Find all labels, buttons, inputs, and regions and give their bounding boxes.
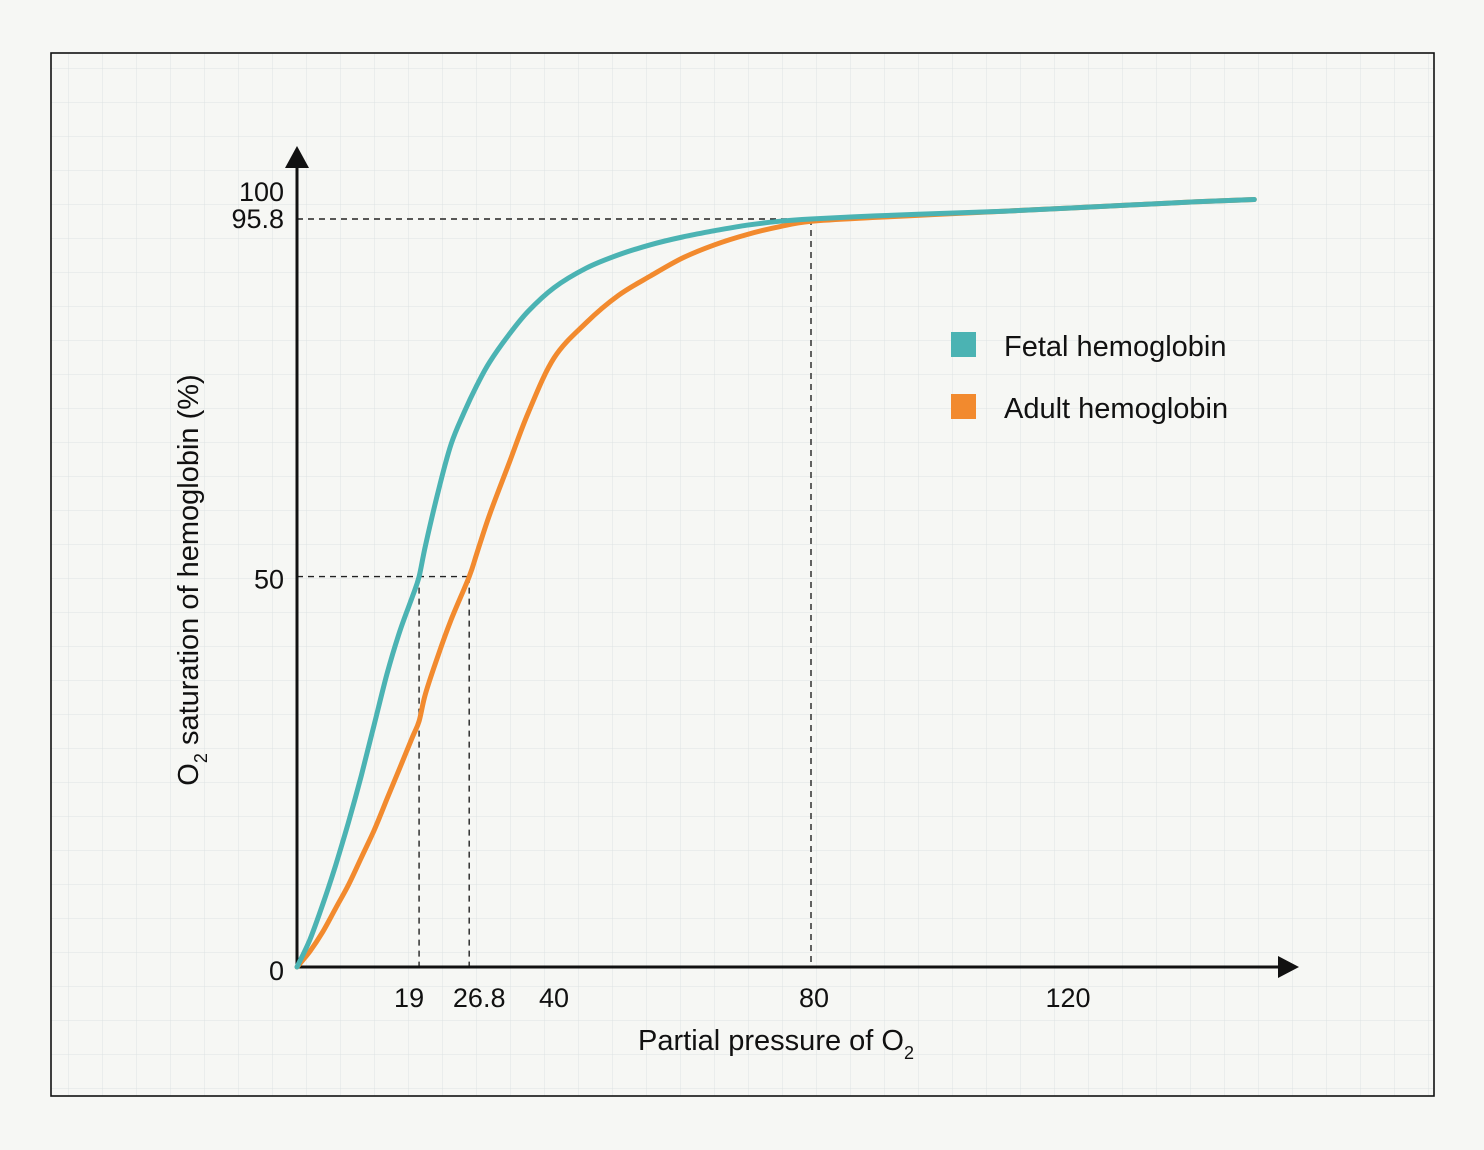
x-axis-title: Partial pressure of O2 [638, 1025, 914, 1063]
y-tick-label: 100 [239, 177, 284, 207]
legend: Fetal hemoglobin Adult hemoglobin [951, 331, 1228, 425]
y-axis-title: O2 saturation of hemoglobin (%) [173, 374, 211, 785]
reference-lines [297, 218, 812, 967]
x-tick-label: 19 [394, 983, 424, 1013]
axes [285, 146, 1299, 978]
x-axis-arrowhead [1278, 956, 1299, 978]
legend-label-fetal: Fetal hemoglobin [1004, 331, 1226, 363]
legend-label-adult: Adult hemoglobin [1004, 393, 1228, 425]
y-tick-label: 0 [269, 956, 284, 986]
y-axis-arrowhead [285, 146, 309, 168]
x-tick-label: 40 [539, 983, 569, 1013]
y-tick-label: 50 [254, 565, 284, 595]
y-tick-label: 95.8 [231, 204, 284, 234]
x-tick-label: 80 [799, 983, 829, 1013]
series-lines [294, 197, 1257, 970]
plot-border [50, 52, 1435, 1097]
legend-swatch-adult [951, 394, 976, 419]
series-line-fetal [294, 197, 1257, 970]
legend-swatch-fetal [951, 332, 976, 357]
x-tick-label: 26.8 [453, 983, 506, 1013]
x-tick-label: 120 [1045, 983, 1090, 1013]
